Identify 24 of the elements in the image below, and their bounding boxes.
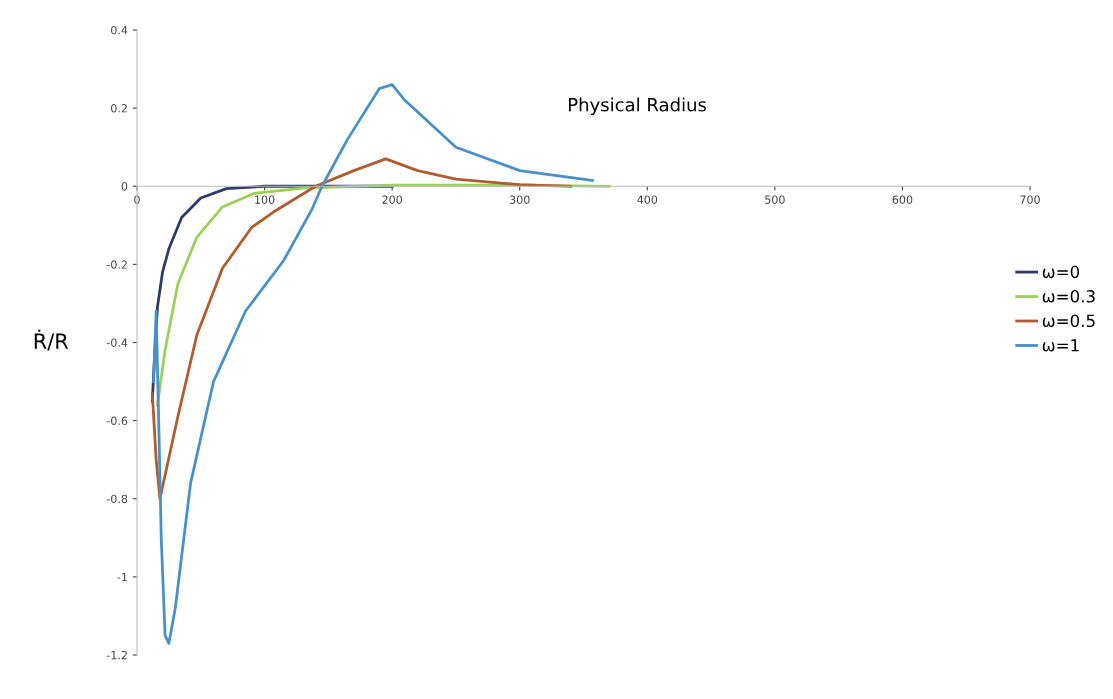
line-series	[150, 157, 573, 501]
legend-label: ω=0.3	[1042, 290, 1095, 303]
legend-label: ω=0.5	[1042, 314, 1095, 328]
x-tick-label: 500	[765, 195, 785, 204]
y-tick-label: 0	[121, 182, 128, 191]
legend-label: ω=0	[1042, 265, 1080, 279]
x-tick-label: 700	[1020, 195, 1040, 204]
y-axis-title: Ṙ/R	[34, 329, 69, 351]
x-tick-label: 300	[509, 195, 530, 204]
y-tick-label: -0.2	[106, 260, 127, 269]
x-tick-label: 400	[637, 195, 658, 204]
y-tick-label: -1	[117, 573, 127, 582]
y-tick-label: -0.8	[106, 494, 128, 504]
y-tick-label: -0.4	[106, 338, 128, 347]
x-tick-label: 100	[255, 195, 275, 204]
y-tick-label: -0.6	[106, 416, 128, 425]
x-tick-label: 0	[134, 195, 140, 204]
x-tick-label: 600	[892, 195, 913, 204]
x-tick-label: 200	[382, 195, 403, 204]
legend-label: ω=1	[1042, 339, 1079, 352]
y-tick-label: 0.2	[111, 104, 127, 113]
text: Physical Radius	[568, 97, 707, 115]
y-tick-label: 0.4	[111, 25, 128, 35]
y-tick-label: -1.2	[106, 650, 127, 660]
